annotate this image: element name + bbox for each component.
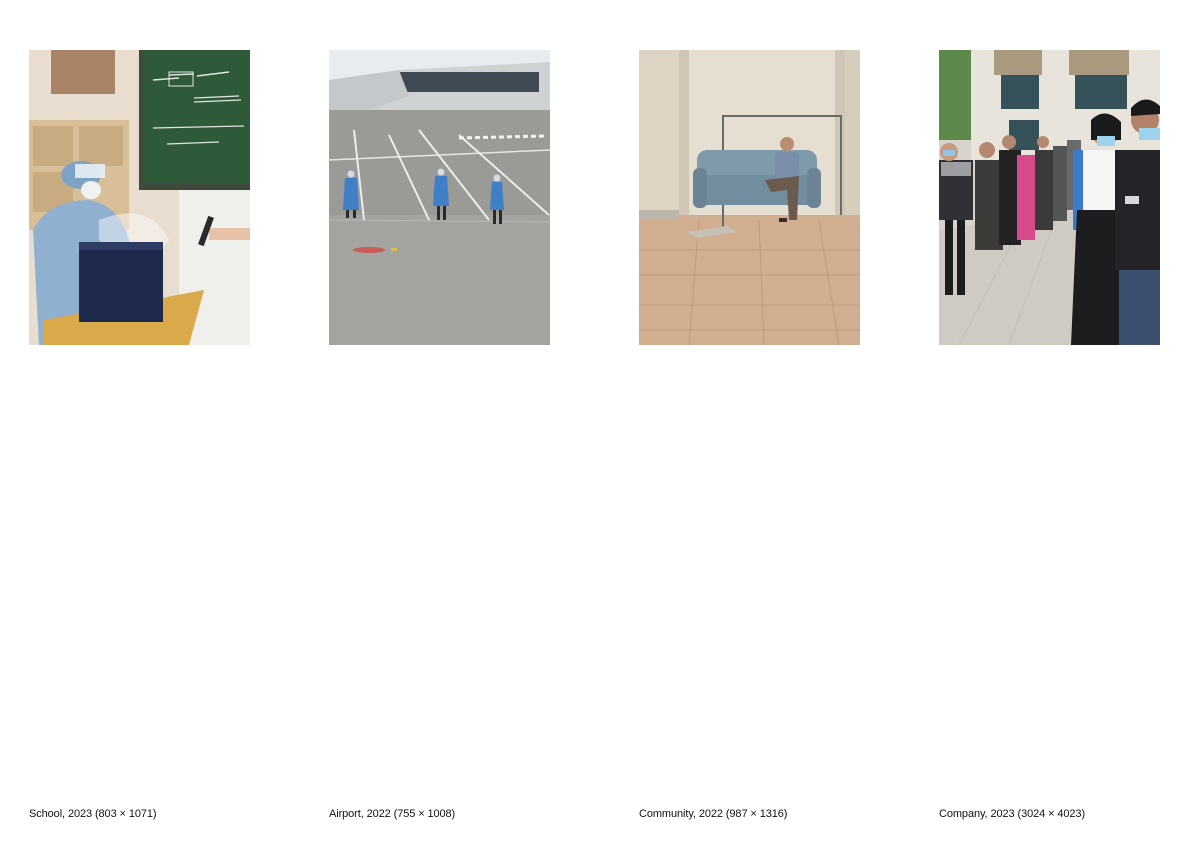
photo-school xyxy=(29,50,250,345)
photo-airport xyxy=(329,50,550,345)
caption-company: Company, 2023 (3024 × 4023) xyxy=(939,808,1086,820)
caption-school: School, 2023 (803 × 1071) xyxy=(29,808,157,820)
photo-company xyxy=(939,50,1160,345)
photo-community xyxy=(639,50,860,345)
caption-airport: Airport, 2022 (755 × 1008) xyxy=(329,808,456,820)
caption-community: Community, 2022 (987 × 1316) xyxy=(639,808,788,820)
